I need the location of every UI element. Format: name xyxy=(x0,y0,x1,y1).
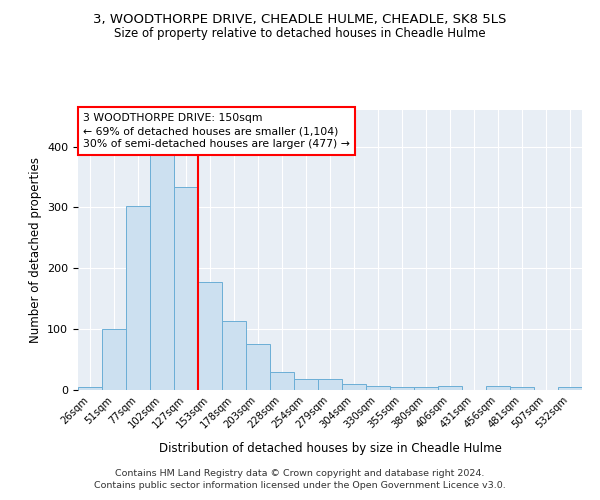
Bar xyxy=(390,387,414,390)
Bar xyxy=(102,329,126,390)
Bar xyxy=(342,384,366,390)
Text: Contains public sector information licensed under the Open Government Licence v3: Contains public sector information licen… xyxy=(94,481,506,490)
Bar xyxy=(558,387,582,390)
Bar xyxy=(366,386,390,390)
Bar xyxy=(174,188,198,390)
Bar xyxy=(294,379,318,390)
Y-axis label: Number of detached properties: Number of detached properties xyxy=(29,157,41,343)
Bar xyxy=(270,372,294,390)
Bar xyxy=(222,321,246,390)
Bar xyxy=(438,386,462,390)
Bar xyxy=(486,386,510,390)
Bar xyxy=(510,387,534,390)
Bar xyxy=(318,379,342,390)
Text: Contains HM Land Registry data © Crown copyright and database right 2024.: Contains HM Land Registry data © Crown c… xyxy=(115,468,485,477)
Text: 3, WOODTHORPE DRIVE, CHEADLE HULME, CHEADLE, SK8 5LS: 3, WOODTHORPE DRIVE, CHEADLE HULME, CHEA… xyxy=(94,12,506,26)
Bar xyxy=(198,282,222,390)
Text: Size of property relative to detached houses in Cheadle Hulme: Size of property relative to detached ho… xyxy=(114,28,486,40)
Bar xyxy=(414,387,438,390)
X-axis label: Distribution of detached houses by size in Cheadle Hulme: Distribution of detached houses by size … xyxy=(158,442,502,454)
Bar xyxy=(246,344,270,390)
Bar xyxy=(150,139,174,390)
Text: 3 WOODTHORPE DRIVE: 150sqm
← 69% of detached houses are smaller (1,104)
30% of s: 3 WOODTHORPE DRIVE: 150sqm ← 69% of deta… xyxy=(83,113,350,149)
Bar xyxy=(126,206,150,390)
Bar xyxy=(78,387,102,390)
